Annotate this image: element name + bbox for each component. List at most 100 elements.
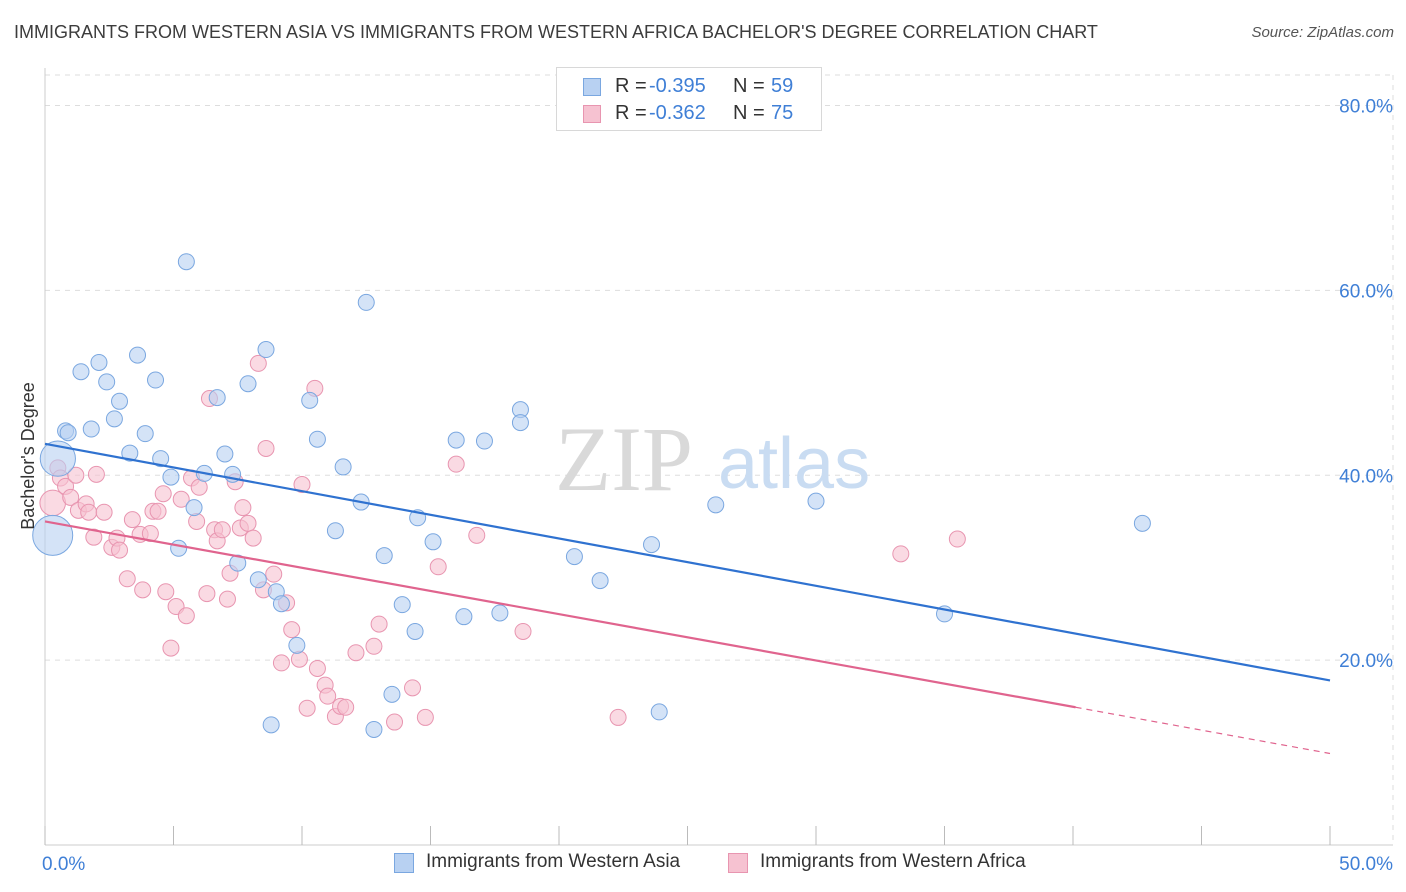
data-point bbox=[591, 572, 609, 590]
data-point bbox=[90, 353, 108, 371]
data-point bbox=[136, 425, 154, 443]
legend-n-value: 59 bbox=[771, 75, 794, 97]
data-point bbox=[265, 565, 283, 583]
data-point bbox=[475, 432, 493, 450]
data-point bbox=[239, 514, 257, 532]
data-point bbox=[288, 636, 306, 654]
data-point bbox=[386, 713, 404, 731]
data-point bbox=[429, 558, 447, 576]
data-point bbox=[82, 420, 100, 438]
data-point bbox=[216, 445, 234, 463]
chart-title: IMMIGRANTS FROM WESTERN ASIA VS IMMIGRAN… bbox=[14, 22, 1098, 42]
data-point bbox=[707, 496, 725, 514]
data-point bbox=[154, 485, 172, 503]
data-point bbox=[406, 622, 424, 640]
data-point bbox=[365, 637, 383, 655]
legend-label: Immigrants from Western Asia bbox=[426, 851, 681, 872]
data-point bbox=[370, 615, 388, 633]
legend-n-label: N = bbox=[733, 75, 765, 97]
data-point bbox=[357, 293, 375, 311]
data-point bbox=[308, 430, 326, 448]
data-point bbox=[334, 458, 352, 476]
data-point bbox=[229, 554, 247, 572]
data-point bbox=[337, 698, 355, 716]
data-point bbox=[257, 341, 275, 359]
series-western-asia-points bbox=[32, 253, 1151, 738]
data-point bbox=[239, 375, 257, 393]
data-point bbox=[87, 465, 105, 483]
data-point bbox=[39, 440, 76, 477]
y-axis-label: Bachelor's Degree bbox=[18, 382, 38, 530]
legend-swatch-pink bbox=[728, 853, 748, 873]
trend-line-dashed-pink bbox=[1075, 706, 1331, 755]
legend-r-label: R = bbox=[615, 75, 647, 97]
data-point bbox=[234, 499, 252, 517]
data-point bbox=[290, 650, 308, 668]
data-point bbox=[157, 583, 175, 601]
data-point bbox=[147, 371, 165, 389]
y-tick-labels: 20.0% 40.0% 60.0% 80.0% bbox=[1339, 97, 1393, 673]
data-point bbox=[257, 439, 275, 457]
data-point bbox=[393, 596, 411, 614]
data-point bbox=[80, 503, 98, 521]
data-point bbox=[185, 499, 203, 517]
data-point bbox=[111, 541, 129, 559]
watermark-zip: ZIP bbox=[555, 408, 693, 510]
data-point bbox=[514, 622, 532, 640]
legend-n-value: 75 bbox=[771, 102, 794, 124]
data-point bbox=[111, 392, 129, 410]
data-point bbox=[134, 581, 152, 599]
data-point bbox=[298, 699, 316, 717]
data-point bbox=[62, 488, 80, 506]
y-tick-label: 40.0% bbox=[1339, 466, 1393, 487]
data-point bbox=[152, 450, 170, 468]
legend-label: Immigrants from Western Africa bbox=[760, 851, 1026, 872]
trend-lines bbox=[44, 442, 1331, 755]
data-point bbox=[319, 687, 337, 705]
data-point bbox=[162, 468, 180, 486]
y-tick-label: 20.0% bbox=[1339, 651, 1393, 672]
data-point bbox=[129, 346, 147, 364]
data-point bbox=[67, 466, 85, 484]
data-point bbox=[468, 526, 486, 544]
data-point bbox=[118, 570, 136, 588]
data-point bbox=[424, 533, 442, 551]
data-point bbox=[301, 391, 319, 409]
series-legend: Immigrants from Western Asia Immigrants … bbox=[0, 851, 1406, 877]
data-point bbox=[249, 354, 267, 372]
source-label: Source: ZipAtlas.com bbox=[1251, 24, 1394, 41]
data-point bbox=[244, 529, 262, 547]
data-point bbox=[208, 389, 226, 407]
data-point bbox=[365, 720, 383, 738]
data-point bbox=[416, 708, 434, 726]
data-point bbox=[447, 431, 465, 449]
stats-legend: R = -0.395 N = 59 R = -0.362 N = 75 bbox=[556, 67, 822, 131]
data-point bbox=[308, 659, 326, 677]
data-point bbox=[447, 455, 465, 473]
data-point bbox=[177, 253, 195, 271]
data-point bbox=[162, 639, 180, 657]
data-point bbox=[375, 547, 393, 565]
data-point bbox=[149, 502, 167, 520]
data-point bbox=[293, 475, 311, 493]
data-point bbox=[272, 595, 290, 613]
data-point bbox=[283, 621, 301, 639]
data-point bbox=[95, 503, 113, 521]
grid-lines bbox=[45, 74, 1394, 845]
x-tick-label-min: 0.0% bbox=[42, 854, 85, 875]
legend-swatch-blue bbox=[583, 78, 601, 96]
data-point bbox=[262, 716, 280, 734]
data-point bbox=[272, 654, 290, 672]
legend-r-value: -0.362 bbox=[649, 102, 706, 124]
data-point bbox=[198, 585, 216, 603]
data-point bbox=[643, 536, 661, 554]
data-point bbox=[249, 571, 267, 589]
data-point bbox=[565, 548, 583, 566]
data-point bbox=[172, 490, 190, 508]
data-point bbox=[39, 489, 67, 517]
data-point bbox=[72, 363, 90, 381]
data-point bbox=[892, 545, 910, 563]
data-point bbox=[218, 590, 236, 608]
legend-n-label: N = bbox=[733, 102, 765, 124]
